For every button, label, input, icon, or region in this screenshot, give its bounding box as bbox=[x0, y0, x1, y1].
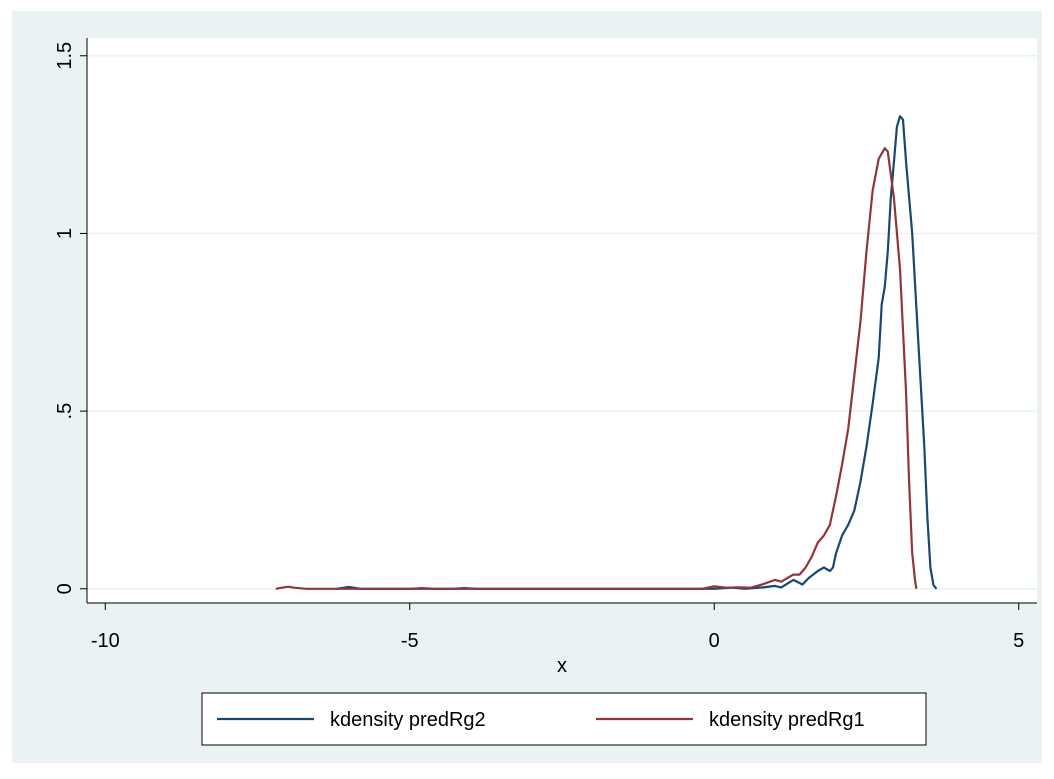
x-tick-label-3: 5 bbox=[1013, 630, 1024, 652]
y-tick-label-3: 1.5 bbox=[54, 42, 76, 70]
axes: 0 .5 1 1.5 -10 -5 0 5 bbox=[54, 38, 1037, 652]
x-tick-label-1: -5 bbox=[401, 630, 419, 652]
x-axis-label: x bbox=[557, 655, 567, 677]
x-tick-label-2: 0 bbox=[709, 630, 720, 652]
y-tick-label-2: 1 bbox=[54, 228, 76, 239]
x-tick-label-0: -10 bbox=[91, 630, 120, 652]
series-line-2 bbox=[275, 147, 918, 590]
y-tick-label-0: 0 bbox=[54, 583, 76, 594]
legend: kdensity predRg2 kdensity predRg1 bbox=[201, 692, 927, 746]
legend-box bbox=[201, 692, 927, 746]
legend-label-1: kdensity predRg2 bbox=[330, 709, 486, 731]
series-lines bbox=[275, 115, 938, 590]
legend-label-2: kdensity predRg1 bbox=[709, 709, 865, 731]
y-tick-label-1: .5 bbox=[54, 403, 76, 420]
plot-area bbox=[87, 38, 1037, 603]
